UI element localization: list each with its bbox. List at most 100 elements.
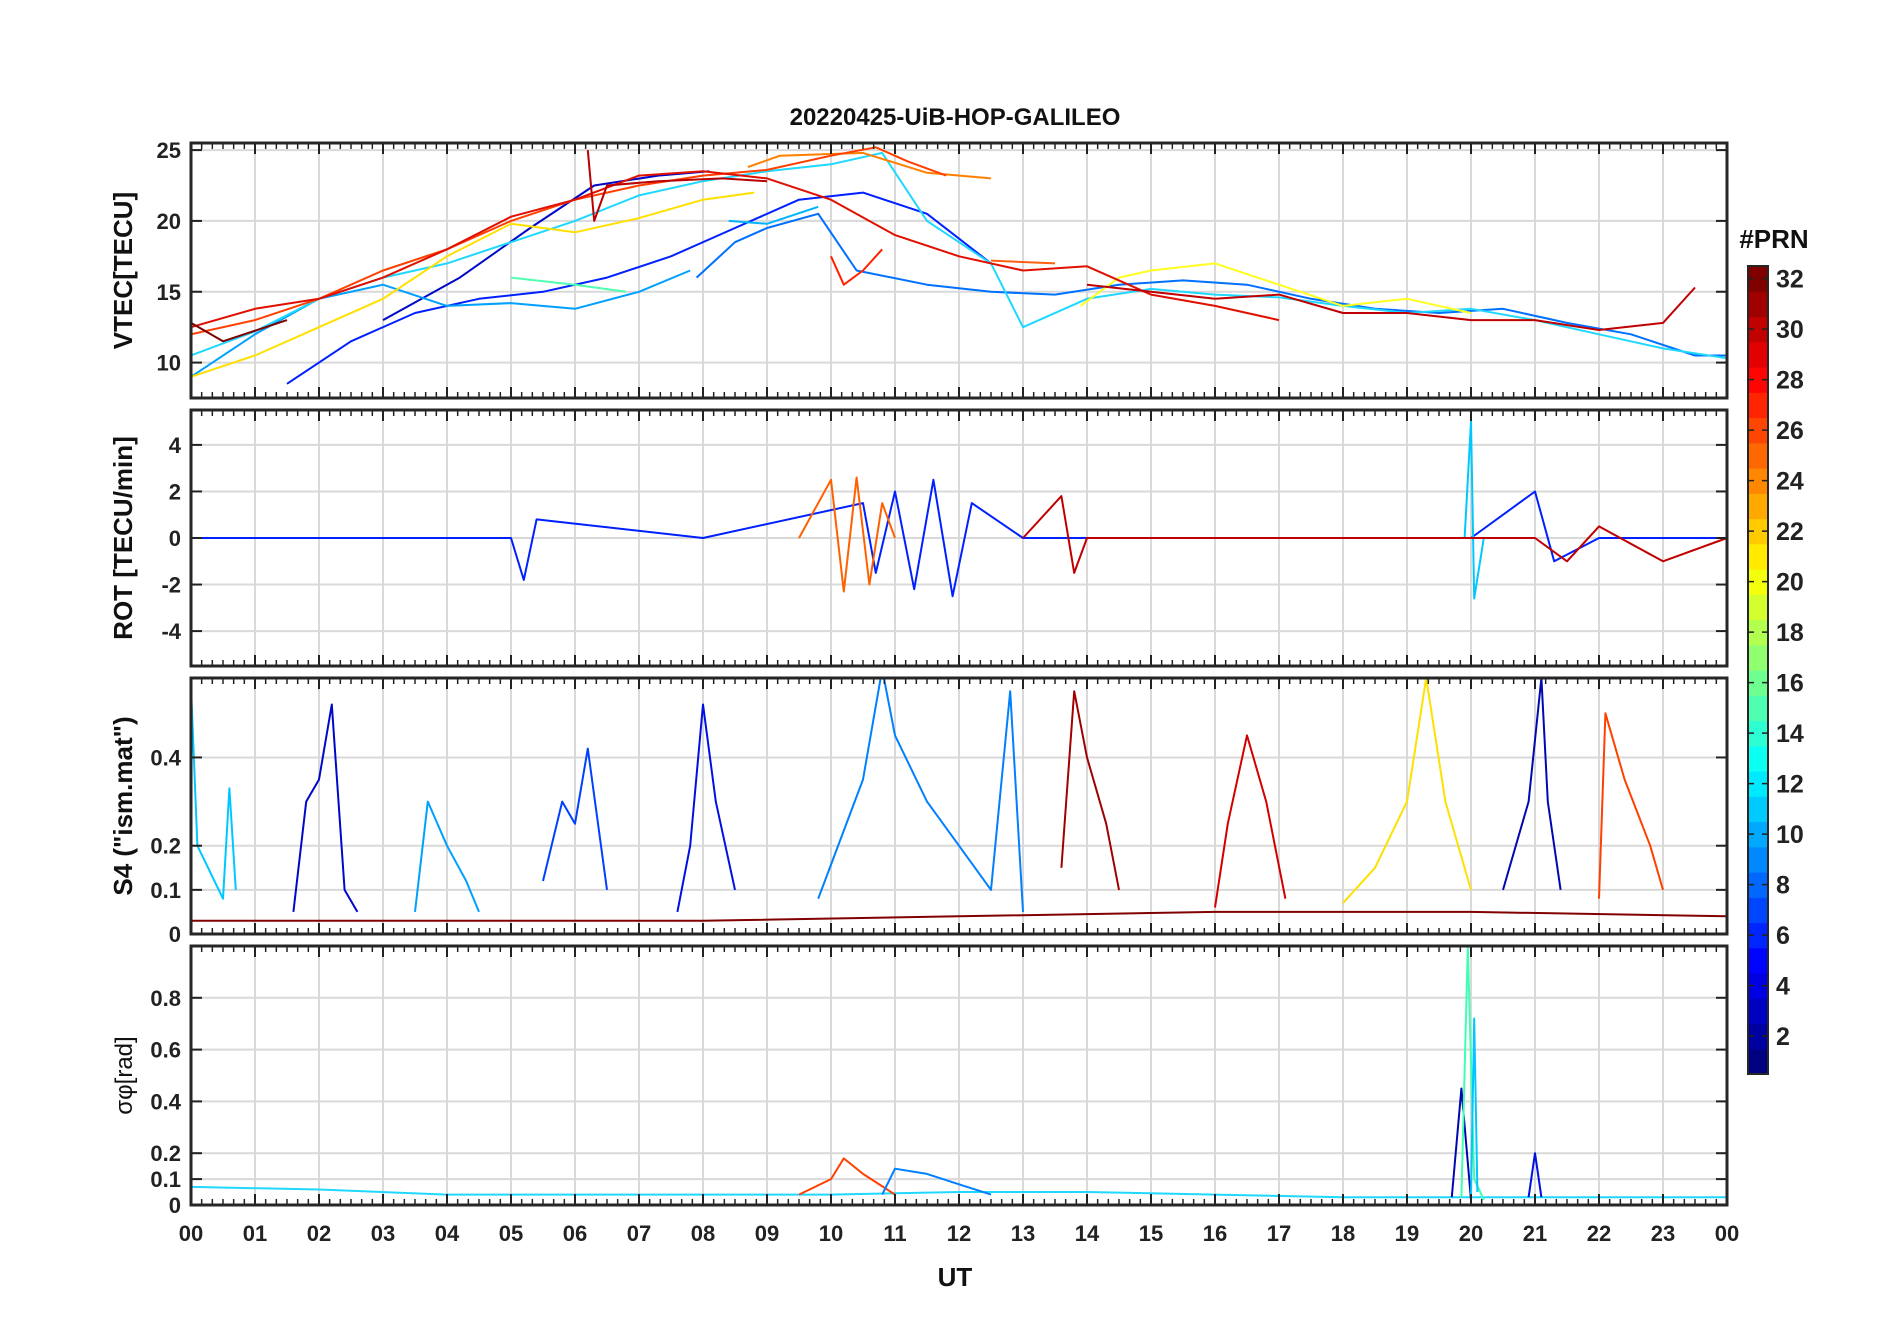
y-tick-label: 25 — [157, 138, 181, 163]
colorbar-segment — [1748, 417, 1768, 444]
series-line — [1527, 1152, 1543, 1198]
panel-sigma: 00.10.2 0.4 0.6 0.8 σφ[rad] — [111, 944, 1729, 1218]
colorbar-segment — [1748, 922, 1768, 949]
colorbar-segment — [1748, 670, 1768, 696]
y-tick-label: 0.2 — [150, 834, 181, 859]
y-tick-label: 10 — [157, 351, 181, 376]
y-tick-label: 2 — [169, 479, 181, 504]
colorbar-segment — [1748, 543, 1768, 570]
series-group — [191, 678, 1727, 922]
axes-frame — [189, 944, 1729, 1207]
x-tick-label: 17 — [1267, 1221, 1291, 1246]
series-line — [1060, 690, 1120, 891]
colorbar-segment — [1748, 266, 1768, 292]
x-tick-label: 02 — [307, 1221, 331, 1246]
x-tick-label: 13 — [1011, 1221, 1035, 1246]
colorbar-segment — [1748, 493, 1768, 520]
series-line — [414, 800, 480, 913]
colorbar-segment — [1748, 973, 1768, 999]
series-line — [292, 703, 359, 913]
x-tick-label: 03 — [371, 1221, 395, 1246]
x-tick-label: 21 — [1523, 1221, 1547, 1246]
colorbar-tick-label: 22 — [1776, 518, 1804, 546]
series-line — [191, 191, 755, 378]
x-tick-label: 04 — [435, 1221, 460, 1246]
x-tick-label: 09 — [755, 1221, 779, 1246]
series-line — [510, 276, 627, 293]
colorbar-segment — [1748, 619, 1768, 646]
colorbar-segment — [1748, 1048, 1768, 1075]
x-tick-label: 08 — [691, 1221, 715, 1246]
colorbar-tick-label: 2 — [1776, 1023, 1790, 1051]
colorbar-frame — [1747, 265, 1769, 1075]
y-axis-label: ROT [TECU/min] — [108, 436, 138, 640]
series-line — [798, 476, 896, 593]
series-line — [1214, 734, 1287, 908]
colorbar-tick-label: 12 — [1776, 771, 1804, 799]
colorbar-tick-label: 14 — [1776, 720, 1804, 748]
series-line — [191, 686, 237, 900]
colorbar-segment — [1748, 367, 1768, 393]
y-tick-label: 0.1 — [150, 1167, 181, 1192]
colorbar-segment — [1748, 947, 1768, 974]
x-tick-label: 22 — [1587, 1221, 1611, 1246]
y-tick-label: 0.6 — [150, 1038, 181, 1063]
x-tick-label: 00 — [179, 1221, 203, 1246]
y-tick-label: 15 — [157, 280, 181, 305]
colorbar-segment — [1748, 1023, 1768, 1050]
y-tick-label: 0 — [169, 922, 181, 947]
colorbar-segment — [1748, 392, 1768, 419]
colorbar-segment — [1748, 846, 1768, 873]
series-line — [990, 259, 1056, 265]
x-tick-label: 23 — [1651, 1221, 1675, 1246]
colorbar-tick-label: 4 — [1776, 973, 1790, 1001]
colorbar-segment — [1748, 442, 1768, 469]
x-tick-label: 14 — [1075, 1221, 1100, 1246]
series-line — [1502, 678, 1562, 891]
colorbar-tick-label: 6 — [1776, 922, 1790, 950]
axes-frame — [189, 141, 1729, 400]
colorbar-tick-label: 32 — [1776, 266, 1804, 294]
x-tick-labels: 00 01 02 03 04 05 06 07 08 09 10 11 12 13 14 15 16 17 18 19… — [179, 1221, 1739, 1246]
series-line — [191, 269, 691, 378]
colorbar-tick-label: 10 — [1776, 821, 1804, 849]
y-tick-label: 20 — [157, 209, 181, 234]
x-tick-label: 16 — [1203, 1221, 1227, 1246]
series-line — [1463, 420, 1485, 600]
colorbar-segment — [1748, 316, 1768, 343]
colorbar-segment — [1748, 468, 1768, 494]
series-line — [542, 747, 608, 891]
colorbar-segment — [1748, 745, 1768, 772]
x-tick-label: 20 — [1459, 1221, 1483, 1246]
series-line — [286, 191, 992, 385]
colorbar-tick-label: 24 — [1776, 468, 1804, 496]
y-tick-label: -4 — [161, 619, 181, 644]
y-tick-label: 4 — [169, 433, 182, 458]
series-line — [1080, 262, 1472, 314]
panel-vtec: 10 15 20 25 VTEC[TECU] — [108, 138, 1729, 400]
series-line — [728, 205, 819, 225]
y-tick-label: 0.4 — [150, 1089, 181, 1114]
x-tick-label: 10 — [819, 1221, 843, 1246]
series-group — [191, 146, 1727, 385]
series-line — [1086, 283, 1696, 331]
series-line — [382, 170, 710, 321]
series-line — [817, 678, 1024, 912]
colorbar-segment — [1748, 897, 1768, 924]
series-line — [191, 319, 288, 343]
colorbar-segment — [1748, 998, 1768, 1025]
series-line — [191, 910, 1727, 922]
x-tick-label: 06 — [563, 1221, 587, 1246]
colorbar-segment — [1748, 796, 1768, 823]
y-axis-label: VTEC[TECU] — [108, 192, 138, 349]
y-tick-label: 0.1 — [150, 878, 181, 903]
colorbar-tick-label: 28 — [1776, 367, 1804, 395]
panel-rot: -4 -2 0 2 4 ROT [TECU/min] — [108, 408, 1729, 668]
series-line — [695, 212, 1727, 357]
y-tick-label: 0 — [169, 526, 181, 551]
y-tick-label: 0.4 — [150, 745, 181, 770]
series-line — [191, 478, 1727, 598]
